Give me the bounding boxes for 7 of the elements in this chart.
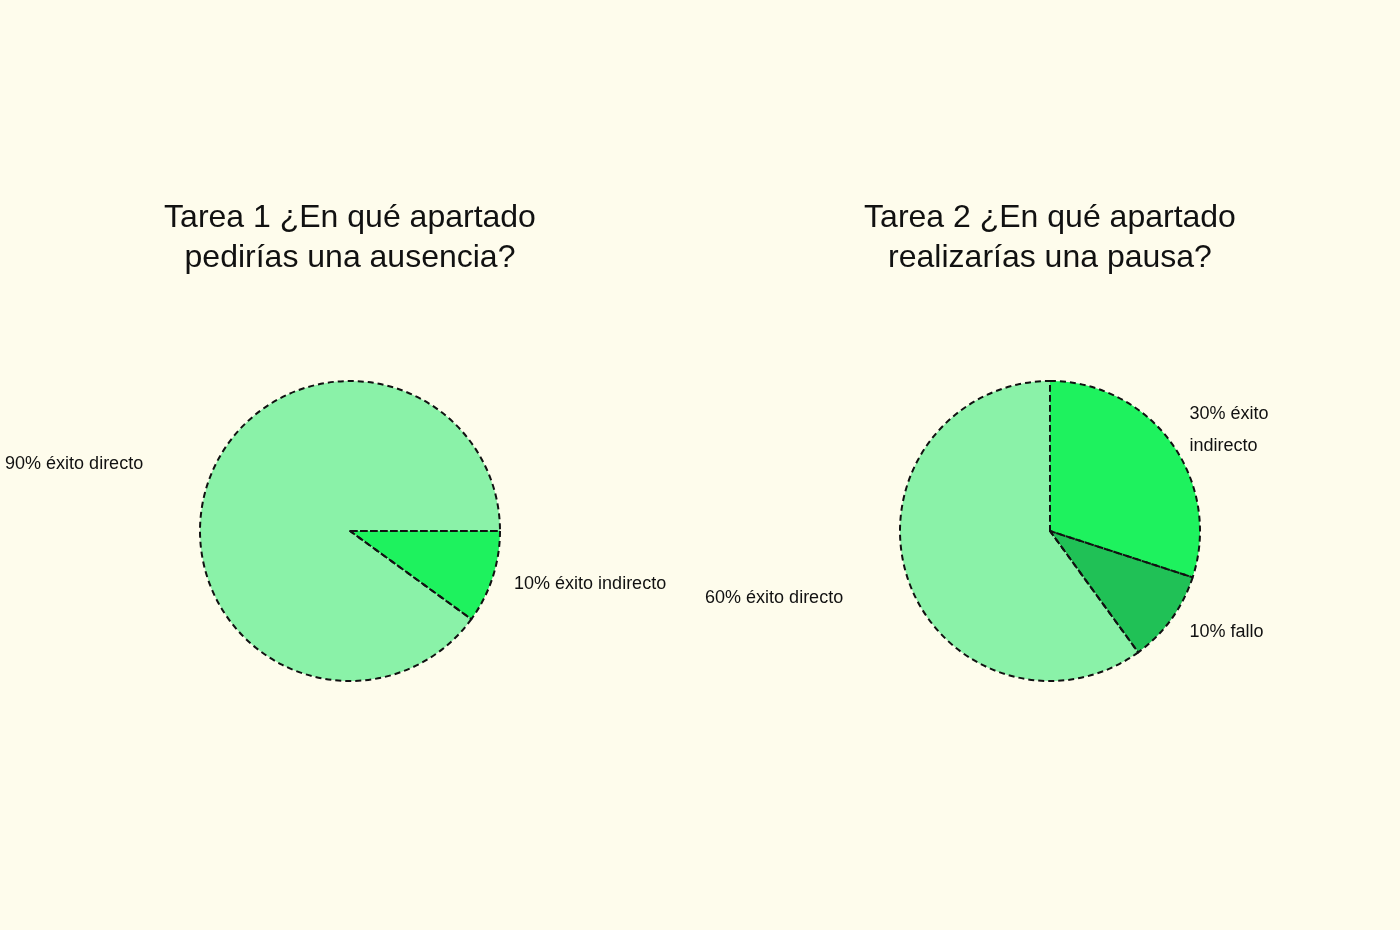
slice-label: 60% éxito directo [705, 587, 844, 608]
chart-title: Tarea 1 ¿En qué apartado pedirías una ausencia? [163, 197, 537, 276]
slice-label: 10% fallo [1189, 621, 1264, 642]
slice-label: 30% éxito indirecto [1189, 402, 1269, 455]
chart-title: Tarea 2 ¿En qué apartado realizarías una pausa? [863, 197, 1237, 276]
slice-label: 90% éxito directo [5, 452, 144, 473]
slice-label: 10% éxito indirecto [514, 573, 667, 594]
